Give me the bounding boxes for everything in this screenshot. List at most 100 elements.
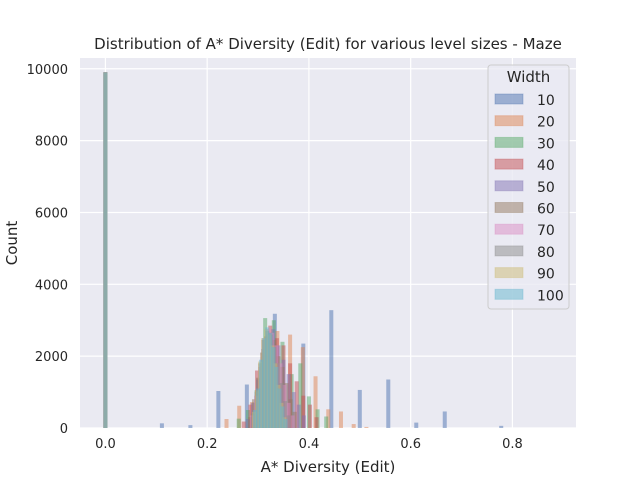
bar — [283, 419, 288, 428]
x-tick-label: 0.8 — [502, 437, 523, 452]
x-tick-label: 0.2 — [197, 437, 218, 452]
legend-item-40: 40 — [494, 158, 555, 174]
bar — [237, 405, 242, 428]
bar — [364, 426, 369, 428]
bars — [103, 72, 504, 429]
legend-item-60: 60 — [494, 202, 555, 218]
legend-label: 60 — [537, 202, 555, 218]
bar — [265, 327, 270, 428]
legend-swatch — [494, 288, 524, 300]
bar — [386, 379, 391, 428]
legend-item-100: 100 — [494, 288, 564, 304]
bar — [326, 409, 331, 428]
bar — [288, 399, 293, 428]
y-tick-label: 10000 — [27, 63, 68, 78]
bar — [286, 415, 291, 428]
legend-item-90: 90 — [494, 267, 555, 283]
bar — [442, 411, 447, 428]
bar — [291, 392, 296, 428]
legend-swatch — [494, 136, 524, 148]
legend-label: 40 — [537, 158, 555, 174]
legend-swatch — [494, 115, 524, 127]
bar — [499, 425, 504, 428]
legend: Width 10 20 30 40 50 60 70 80 90 100 — [487, 64, 570, 310]
legend-swatch — [494, 202, 524, 213]
x-ticks: 0.0 0.2 0.4 0.6 0.8 — [95, 437, 523, 452]
bar — [338, 411, 343, 428]
legend-title: Width — [507, 68, 551, 86]
bar — [290, 415, 295, 428]
legend-item-30: 30 — [494, 136, 555, 152]
bar — [159, 423, 164, 428]
bar — [247, 417, 252, 428]
bar — [244, 384, 249, 428]
x-tick-label: 0.4 — [299, 437, 320, 452]
legend-item-70: 70 — [494, 223, 555, 239]
bar — [301, 415, 306, 428]
chart-title: Distribution of A* Diversity (Edit) for … — [94, 35, 562, 53]
bar — [271, 347, 276, 428]
legend-label: 100 — [537, 288, 564, 304]
bar — [268, 332, 273, 428]
y-axis-label: Count — [3, 221, 21, 266]
x-tick-label: 0.0 — [95, 437, 116, 452]
y-ticks: 0 2000 4000 6000 8000 10000 — [27, 63, 68, 437]
legend-items: 10 20 30 40 50 60 70 80 90 100 — [494, 93, 564, 304]
bar — [329, 310, 334, 428]
bar — [241, 421, 246, 428]
bar — [351, 424, 356, 428]
legend-label: 50 — [537, 180, 555, 196]
bar — [188, 425, 193, 428]
bar — [298, 363, 303, 428]
bar — [236, 418, 241, 428]
bar — [277, 388, 282, 428]
bar — [292, 411, 297, 428]
legend-label: 20 — [537, 115, 555, 131]
legend-swatch — [494, 180, 524, 192]
legend-label: 90 — [537, 267, 555, 283]
y-tick-label: 6000 — [35, 206, 68, 221]
legend-swatch — [494, 267, 524, 279]
bar — [307, 404, 312, 428]
bar — [286, 374, 291, 428]
legend-item-20: 20 — [494, 115, 555, 131]
bar — [283, 401, 288, 428]
bar — [216, 391, 221, 428]
legend-swatch — [494, 93, 524, 105]
bar — [296, 404, 301, 428]
bar — [252, 410, 257, 428]
legend-label: 80 — [537, 245, 555, 261]
bar — [245, 419, 250, 428]
bar — [313, 376, 318, 428]
bar — [274, 366, 279, 428]
legend-item-10: 10 — [494, 93, 555, 109]
bar — [324, 416, 329, 428]
y-tick-label: 2000 — [35, 350, 68, 365]
legend-label: 70 — [537, 223, 555, 239]
legend-label: 10 — [537, 93, 555, 109]
bar — [259, 359, 264, 428]
legend-item-50: 50 — [494, 180, 555, 196]
bar — [301, 395, 306, 428]
y-tick-label: 8000 — [35, 135, 68, 150]
x-tick-label: 0.6 — [400, 437, 421, 452]
bar — [300, 347, 305, 428]
legend-swatch — [494, 158, 524, 170]
bar — [256, 388, 261, 428]
series-100 — [103, 72, 288, 429]
bar — [414, 422, 419, 428]
bar — [103, 72, 108, 429]
bar — [280, 406, 285, 428]
y-tick-label: 0 — [60, 422, 68, 437]
bar — [357, 389, 362, 428]
legend-label: 30 — [537, 136, 555, 152]
bar — [314, 417, 319, 428]
legend-swatch — [494, 223, 524, 235]
x-axis-label: A* Diversity (Edit) — [261, 458, 396, 476]
legend-item-80: 80 — [494, 245, 555, 261]
bar — [294, 381, 299, 428]
bar — [262, 338, 267, 428]
y-tick-label: 4000 — [35, 278, 68, 293]
legend-swatch — [494, 245, 524, 257]
